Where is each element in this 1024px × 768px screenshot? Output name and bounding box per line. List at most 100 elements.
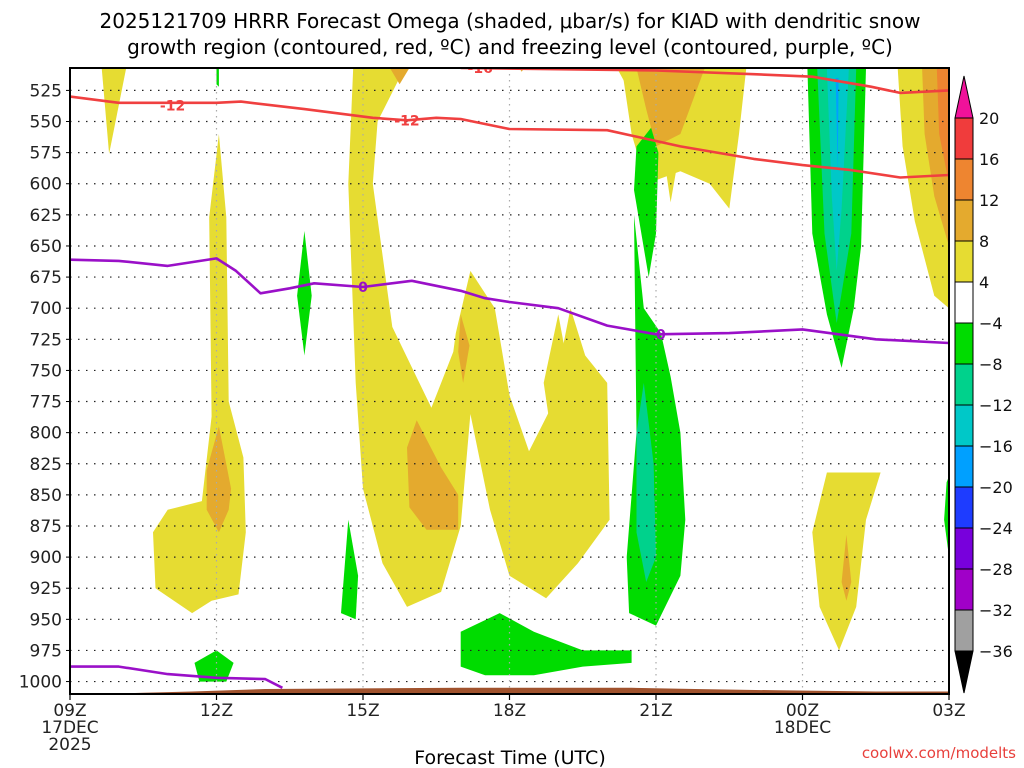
freezing-contour-label: 0 [358,280,368,296]
y-tick-label: 875 [30,517,62,537]
colorbar-swatch [954,281,974,324]
omega-region-g4 [194,650,234,682]
x-axis-label: Forecast Time (UTC) [414,747,605,768]
chart-title: 2025121709 HRRR Forecast Omega (shaded, … [100,9,921,59]
grid-lines [70,68,949,694]
colorbar-tick-label: 16 [979,150,999,169]
colorbar-tick-label: −16 [979,437,1013,456]
omega-region-y8 [389,68,410,85]
colorbar-tick-label: 8 [979,232,989,251]
colorbar-tick-label: −36 [979,642,1013,661]
omega-region-y8 [407,420,459,530]
x-tick-label: 03Z [932,701,965,721]
x-tick-label: 2025 [48,735,91,755]
colorbar-swatch [954,199,974,242]
freezing-contour-label: 0 [656,327,666,343]
ground-surface [70,687,949,694]
colorbar-swatch [954,363,974,406]
colorbar-swatch [954,445,974,488]
colorbar-swatch [954,158,974,201]
omega-region-y8 [841,534,852,601]
colorbar-tick-label: −12 [979,396,1013,415]
x-tick-label: 15Z [346,701,379,721]
omega-region-g4 [944,476,949,558]
omega-shading [101,68,949,682]
x-tick-label: 12Z [200,701,233,721]
colorbar-tick-label: −20 [979,478,1013,497]
temperature-contours: -12 -12 -16 0 0 [70,61,949,689]
y-tick-label: 625 [30,206,62,226]
x-tick-label: 09Z [53,701,86,721]
y-tick-label: 800 [30,424,62,444]
omega-region-g4 [341,519,359,620]
y-tick-label: 950 [30,610,62,630]
ground-fill [70,687,949,694]
freezing-contour-line [70,665,283,689]
omega-region-g4 [460,613,632,676]
y-tick-label: 675 [30,268,62,288]
omega-region-y4 [101,68,127,154]
y-tick-label: 850 [30,486,62,506]
x-tick-label: 18Z [493,701,526,721]
freezing-contour-line [70,257,949,345]
y-tick-label: 600 [30,175,62,195]
dgz-contour-label: -16 [468,61,493,77]
dgz-contour-label: -12 [160,98,185,114]
omega-region-g4 [297,231,312,356]
colorbar-tick-label: 12 [979,191,999,210]
omega-region-g4 [216,68,219,87]
omega-region-y8 [636,68,705,147]
x-tick-label: 00Z [786,701,819,721]
colorbar-swatch [954,609,974,652]
x-tick-label: 21Z [639,701,672,721]
y-tick-label: 550 [30,113,62,133]
dgz-contour-label: -12 [394,113,419,129]
y-axis: 525 550 575 600 625 650 675 700 725 750 775 800 825 8… [19,81,70,693]
omega-region-y8 [458,314,470,383]
x-tick-label: 17DEC [41,718,98,738]
colorbar-tick-label: 20 [979,109,999,128]
x-tick-label: 18DEC [774,718,831,738]
title-line-1: 2025121709 HRRR Forecast Omega (shaded, … [100,9,921,33]
omega-region-g4 [634,127,659,278]
dgz-contour-line [460,68,949,95]
y-tick-label: 900 [30,548,62,568]
omega-region-y8 [206,426,232,533]
y-tick-label: 1000 [19,673,62,693]
y-tick-label: 775 [30,393,62,413]
colorbar-tick-label: −4 [979,314,1003,333]
colorbar-tick-label: −32 [979,601,1013,620]
colorbar-tick-label: −28 [979,560,1013,579]
title-line-2: growth region (contoured, red, ºC) and f… [127,35,893,59]
credit-link[interactable]: coolwx.com/modelts [862,744,1016,762]
dgz-contour-line [70,95,949,179]
y-tick-label: 925 [30,579,62,599]
colorbar-swatch [954,486,974,529]
colorbar-swatch [954,117,974,160]
y-tick-label: 650 [30,237,62,257]
y-tick-label: 975 [30,641,62,661]
omega-region-g16 [835,78,839,172]
y-tick-label: 700 [30,299,62,319]
colorbar-tick-label: −8 [979,355,1003,374]
y-tick-label: 825 [30,455,62,475]
colorbar-under-arrow [954,650,974,694]
y-tick-label: 525 [30,81,62,101]
colorbar: 20 16 12 8 4 −4 −8 −12 −16 −20 −24 −28 −32 −36 [954,75,1013,694]
colorbar-swatch [954,240,974,283]
y-tick-label: 725 [30,330,62,350]
omega-region-g8 [636,382,656,582]
colorbar-tick-label: 4 [979,273,989,292]
colorbar-swatch [954,404,974,447]
y-tick-label: 575 [30,144,62,164]
colorbar-swatch [954,527,974,570]
omega-region-y12 [936,68,949,184]
omega-region-y4 [543,314,588,505]
colorbar-over-arrow [954,75,974,119]
y-tick-label: 750 [30,361,62,381]
colorbar-swatch [954,322,974,365]
colorbar-swatch [954,568,974,611]
colorbar-tick-label: −24 [979,519,1013,538]
